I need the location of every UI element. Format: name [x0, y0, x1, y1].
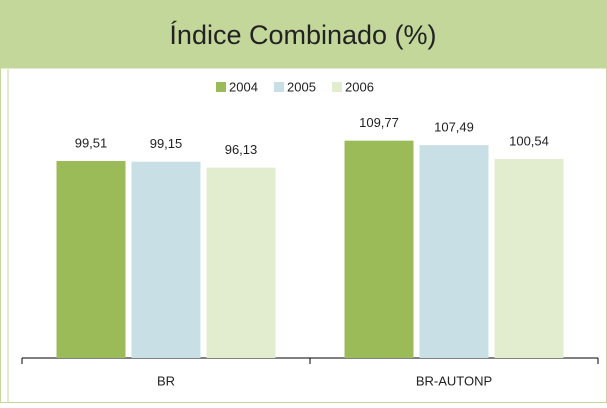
- value-label: 109,77: [359, 115, 399, 130]
- bar: [344, 140, 414, 358]
- value-label: 96,13: [225, 142, 258, 157]
- legend-label: 2006: [345, 79, 374, 94]
- x-tick-label: BR: [157, 373, 175, 388]
- legend-swatch: [332, 82, 342, 92]
- legend-swatch: [216, 82, 226, 92]
- value-label: 107,49: [434, 120, 474, 135]
- chart-title: Índice Combinado (%): [169, 20, 436, 50]
- bar: [494, 158, 564, 358]
- bar: [56, 160, 126, 358]
- x-tick-label: BR-AUTONP: [416, 373, 492, 388]
- value-label: 99,15: [150, 136, 183, 151]
- value-label: 99,51: [75, 135, 108, 150]
- title-band: [0, 0, 607, 69]
- bar: [206, 167, 276, 358]
- bar: [419, 145, 489, 358]
- bar: [131, 161, 201, 358]
- legend-label: 2004: [229, 79, 258, 94]
- legend-swatch: [274, 82, 284, 92]
- value-label: 100,54: [509, 133, 549, 148]
- legend-label: 2005: [287, 79, 316, 94]
